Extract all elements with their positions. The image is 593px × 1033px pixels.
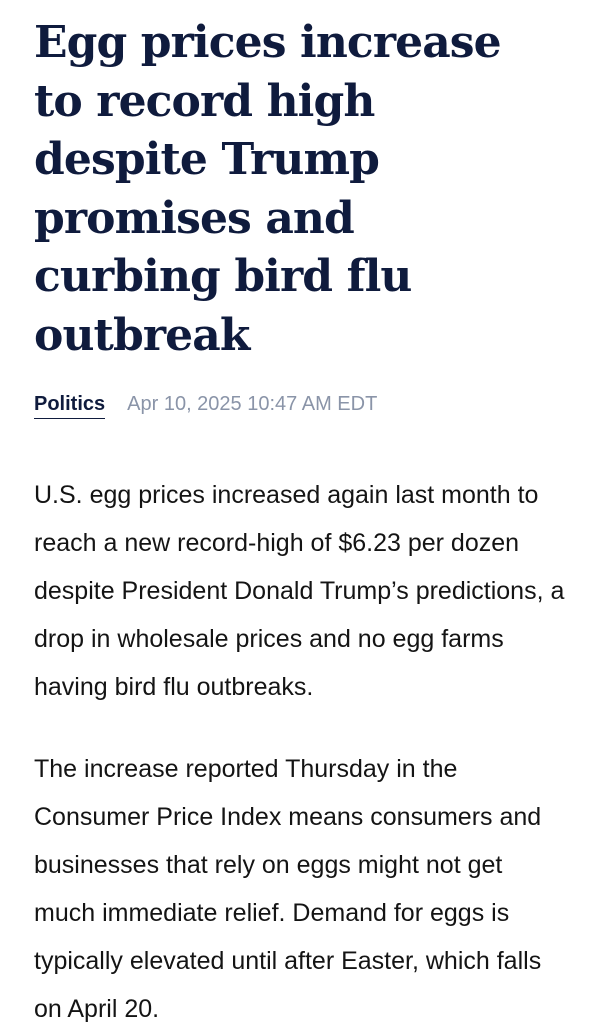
article-meta: Politics Apr 10, 2025 10:47 AM EDT xyxy=(34,393,574,419)
category-link[interactable]: Politics xyxy=(34,393,106,419)
article-paragraph: U.S. egg prices increased again last mon… xyxy=(34,481,565,701)
article-paragraph: The increase reported Thursday in the Co… xyxy=(34,755,542,1023)
headline: Egg prices increase to record high despi… xyxy=(34,17,502,361)
article: Egg prices increase to record high despi… xyxy=(34,14,574,1033)
publish-timestamp: Apr 10, 2025 10:47 AM EDT xyxy=(127,393,378,415)
